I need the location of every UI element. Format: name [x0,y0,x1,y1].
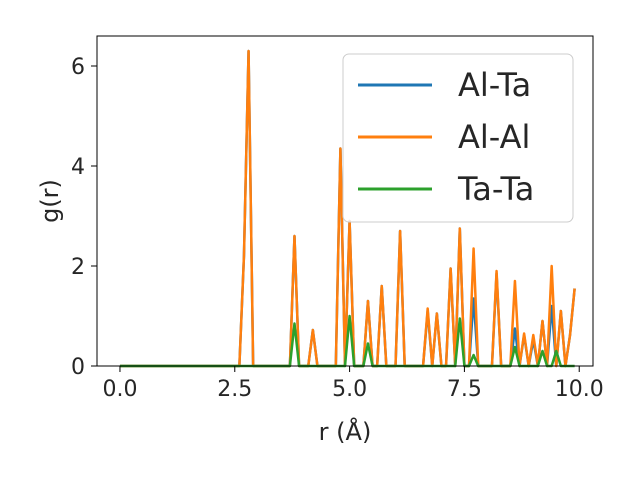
x-tick-label: 0.0 [102,377,137,402]
y-tick-label: 0 [71,355,85,380]
legend-box [342,53,574,223]
legend-label-al-ta: Al-Ta [458,66,531,104]
y-tick-label: 6 [71,55,85,80]
y-tick-label: 4 [71,155,85,180]
x-axis-label: r (Å) [319,417,372,446]
legend-label-ta-ta: Ta-Ta [457,170,534,208]
y-axis-label: g(r) [36,179,64,223]
y-axis: 0 2 4 6 [71,55,97,380]
x-axis: 0.0 2.5 5.0 7.5 10.0 [102,366,604,402]
legend-label-al-al: Al-Al [458,118,530,156]
plot-frame [96,35,594,367]
series-line-al-al [119,49,576,368]
y-tick-label: 2 [71,255,85,280]
legend: Al-Ta Al-Al Ta-Ta [342,53,574,223]
x-tick-label: 10.0 [555,377,604,402]
x-tick-label: 7.5 [447,377,482,402]
x-tick-label: 5.0 [332,377,367,402]
x-tick-label: 2.5 [217,377,252,402]
